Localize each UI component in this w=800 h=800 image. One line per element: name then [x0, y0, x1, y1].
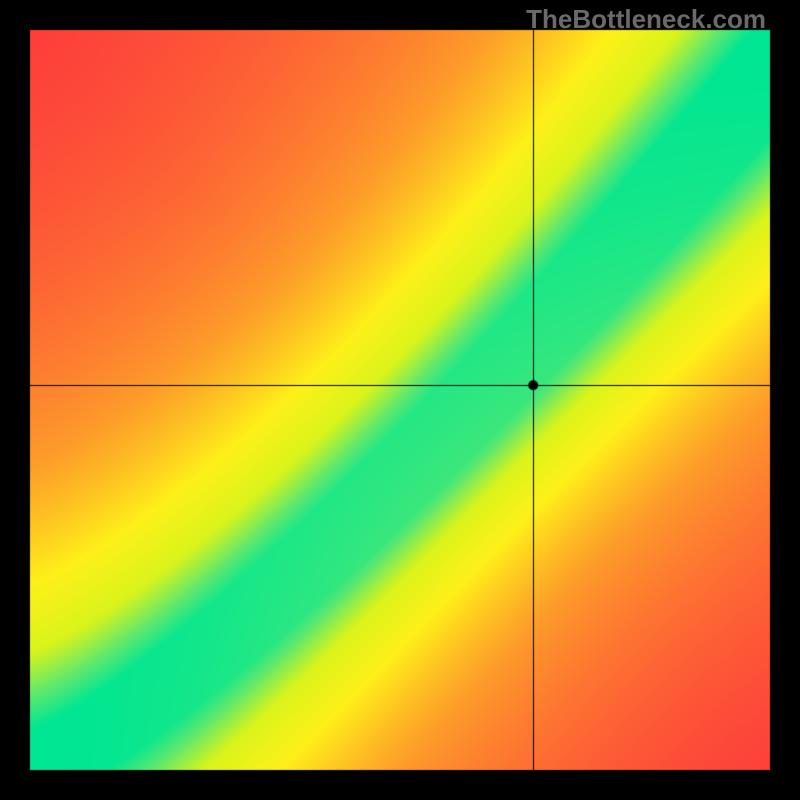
watermark-text: TheBottleneck.com [526, 4, 766, 35]
bottleneck-heatmap [0, 0, 800, 800]
chart-container: TheBottleneck.com [0, 0, 800, 800]
